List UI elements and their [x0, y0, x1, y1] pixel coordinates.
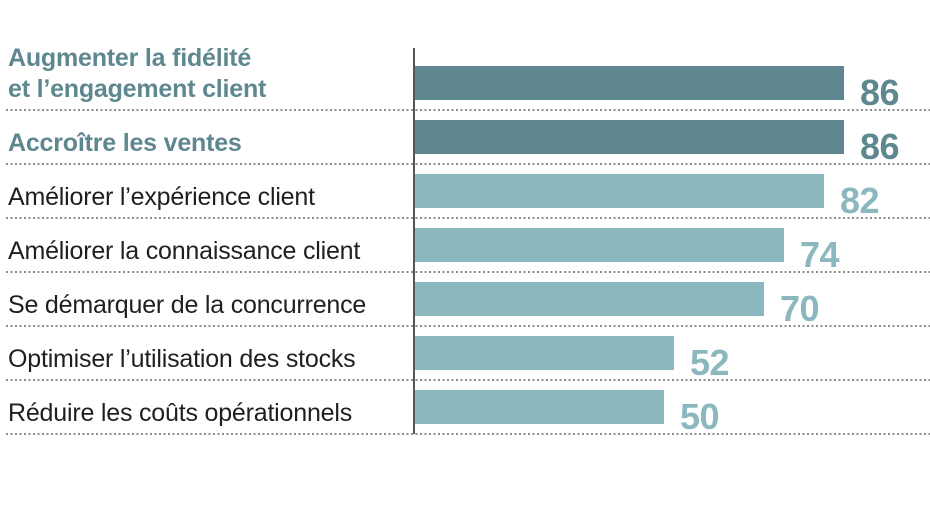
- bar: [414, 336, 674, 370]
- value-label: 82: [840, 180, 879, 221]
- category-label-line: Optimiser l’utilisation des stocks: [8, 345, 356, 373]
- value-label: 86: [860, 72, 899, 113]
- category-label: Améliorer la connaissance client: [8, 237, 360, 265]
- category-label: Augmenter la fidélité et l’engagement cli…: [8, 44, 267, 103]
- bar: [414, 390, 664, 424]
- bar: [414, 120, 844, 154]
- bar: [414, 282, 764, 316]
- bar: [414, 174, 824, 208]
- value-label: 74: [800, 234, 840, 275]
- value-label: 52: [690, 342, 729, 383]
- bars: [414, 66, 844, 424]
- value-label: 86: [860, 126, 899, 167]
- bar: [414, 66, 844, 100]
- category-label-line: et l’engagement client: [8, 75, 267, 103]
- category-label-line: Réduire les coûts opérationnels: [8, 399, 352, 427]
- category-label-line: Améliorer l’expérience client: [8, 183, 315, 211]
- category-label: Améliorer l’expérience client: [8, 183, 315, 211]
- category-label: Réduire les coûts opérationnels: [8, 399, 352, 427]
- value-label: 50: [680, 396, 719, 437]
- category-labels: Augmenter la fidélité et l’engagement cli…: [8, 44, 366, 427]
- bar: [414, 228, 784, 262]
- category-label-line: Augmenter la fidélité: [8, 44, 251, 72]
- category-label-line: Accroître les ventes: [8, 129, 242, 157]
- row-separators: [6, 109, 930, 435]
- category-label: Se démarquer de la concurrence: [8, 291, 366, 319]
- category-label: Accroître les ventes: [8, 129, 242, 157]
- value-label: 70: [780, 288, 819, 329]
- category-label: Optimiser l’utilisation des stocks: [8, 345, 356, 373]
- category-label-line: Se démarquer de la concurrence: [8, 291, 366, 319]
- category-label-line: Améliorer la connaissance client: [8, 237, 360, 265]
